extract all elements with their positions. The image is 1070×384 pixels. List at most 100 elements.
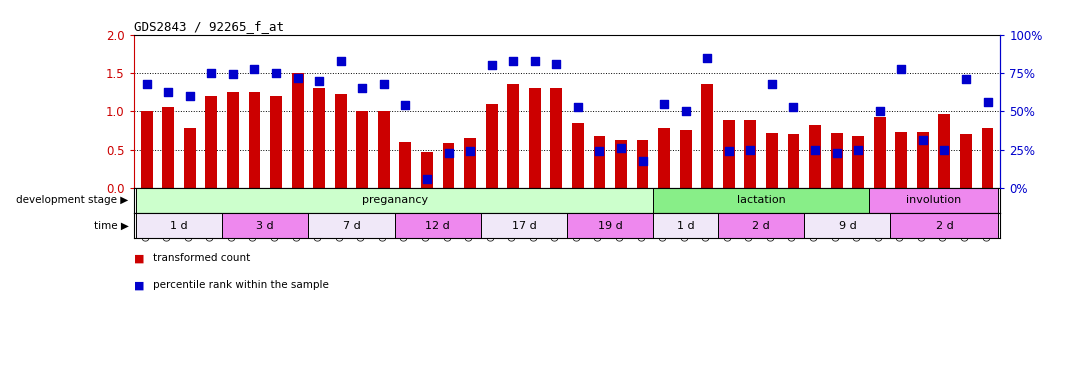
Bar	[572, 123, 584, 188]
Bar	[486, 104, 498, 188]
Bar	[658, 128, 670, 188]
Bar	[654, 188, 869, 213]
Bar	[917, 132, 929, 188]
Point	[569, 104, 586, 111]
Text: preganancy: preganancy	[362, 195, 428, 205]
Text: transformed count: transformed count	[153, 253, 250, 263]
Text: GDS2843 / 92265_f_at: GDS2843 / 92265_f_at	[134, 20, 284, 33]
Point	[159, 89, 177, 95]
Bar	[205, 96, 217, 188]
Bar	[723, 121, 735, 188]
Bar	[292, 73, 304, 188]
Point	[483, 62, 500, 68]
Point	[828, 150, 845, 156]
Text: percentile rank within the sample: percentile rank within the sample	[153, 280, 328, 290]
Point	[505, 58, 522, 65]
Point	[979, 99, 996, 105]
Bar	[938, 114, 950, 188]
Point	[440, 150, 457, 156]
Bar	[567, 213, 654, 238]
Point	[742, 146, 759, 152]
Point	[591, 148, 608, 154]
Bar	[874, 117, 886, 188]
Text: 1 d: 1 d	[170, 220, 188, 230]
Text: lactation: lactation	[737, 195, 785, 205]
Text: time ▶: time ▶	[93, 220, 128, 230]
Point	[289, 75, 306, 81]
Point	[332, 58, 349, 65]
Point	[268, 70, 285, 76]
Point	[763, 81, 780, 88]
Point	[635, 158, 652, 164]
Bar	[395, 213, 480, 238]
Bar	[766, 133, 778, 188]
Bar	[654, 213, 718, 238]
Bar	[378, 111, 389, 188]
Point	[203, 70, 220, 76]
Text: ■: ■	[134, 280, 144, 290]
Bar	[718, 213, 805, 238]
Point	[785, 104, 802, 111]
Bar	[615, 141, 627, 188]
Bar	[805, 213, 890, 238]
Bar	[896, 132, 907, 188]
Bar	[701, 84, 714, 188]
Point	[612, 145, 629, 151]
Point	[418, 175, 435, 182]
Bar	[480, 213, 567, 238]
Text: 2 d: 2 d	[752, 220, 770, 230]
Point	[397, 102, 414, 108]
Bar	[136, 213, 223, 238]
Bar	[679, 131, 691, 188]
Point	[376, 81, 393, 88]
Bar	[163, 108, 174, 188]
Point	[936, 146, 953, 152]
Point	[850, 146, 867, 152]
Bar	[637, 141, 648, 188]
Point	[892, 66, 910, 72]
Point	[871, 108, 888, 114]
Point	[181, 93, 198, 99]
Bar	[852, 136, 865, 188]
Bar	[960, 134, 972, 188]
Bar	[335, 94, 347, 188]
Bar	[550, 88, 562, 188]
Point	[656, 101, 673, 107]
Bar	[464, 138, 476, 188]
Point	[461, 148, 478, 154]
Bar	[399, 142, 411, 188]
Point	[699, 55, 716, 61]
Bar	[869, 188, 998, 213]
Bar	[223, 213, 308, 238]
Bar	[308, 213, 395, 238]
Text: development stage ▶: development stage ▶	[16, 195, 128, 205]
Bar	[227, 92, 239, 188]
Point	[807, 146, 824, 152]
Point	[225, 71, 242, 78]
Point	[720, 148, 737, 154]
Bar	[314, 88, 325, 188]
Bar	[507, 84, 519, 188]
Bar	[184, 128, 196, 188]
Text: 9 d: 9 d	[839, 220, 856, 230]
Point	[526, 58, 544, 65]
Text: 17 d: 17 d	[511, 220, 536, 230]
Text: 12 d: 12 d	[426, 220, 450, 230]
Bar	[443, 144, 455, 188]
Bar	[788, 134, 799, 188]
Point	[354, 85, 371, 91]
Bar	[421, 152, 433, 188]
Text: 7 d: 7 d	[342, 220, 361, 230]
Bar	[248, 92, 260, 188]
Point	[677, 108, 694, 114]
Point	[548, 61, 565, 67]
Bar	[270, 96, 282, 188]
Bar	[890, 213, 998, 238]
Text: ■: ■	[134, 253, 144, 263]
Bar	[745, 121, 756, 188]
Text: 19 d: 19 d	[598, 220, 623, 230]
Bar	[830, 133, 842, 188]
Bar	[809, 125, 821, 188]
Bar	[529, 88, 540, 188]
Point	[246, 66, 263, 72]
